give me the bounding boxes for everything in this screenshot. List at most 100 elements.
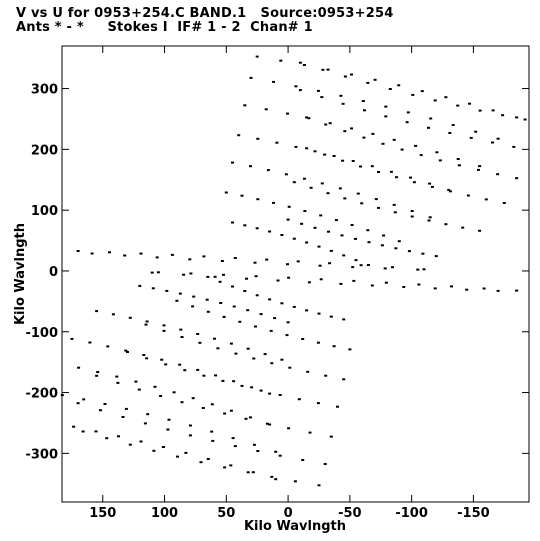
- x-tick-label: 100: [151, 506, 178, 521]
- uv-point: [384, 115, 388, 118]
- uv-point: [422, 268, 426, 271]
- uv-point: [421, 252, 425, 255]
- uv-point: [234, 352, 238, 355]
- uv-point: [402, 286, 406, 288]
- uv-point: [219, 302, 223, 304]
- uv-point: [351, 266, 355, 269]
- uv-point: [280, 358, 284, 361]
- uv-point: [361, 100, 365, 102]
- uv-point: [512, 145, 516, 148]
- uv-point: [393, 211, 397, 214]
- uv-point: [134, 380, 138, 383]
- uv-point: [280, 234, 284, 236]
- uv-point: [301, 338, 305, 340]
- uv-point: [196, 333, 200, 335]
- uv-point: [352, 279, 356, 282]
- uv-point: [465, 288, 469, 291]
- uv-point: [324, 374, 328, 377]
- uv-point: [206, 310, 210, 313]
- uv-point: [202, 255, 206, 258]
- uv-point: [317, 484, 321, 487]
- uv-point: [105, 437, 109, 440]
- uv-point: [350, 127, 353, 130]
- uv-point: [81, 430, 85, 433]
- uv-point: [76, 250, 80, 252]
- uv-point: [434, 255, 438, 258]
- uv-point: [278, 394, 282, 396]
- uv-point: [128, 443, 132, 446]
- uv-point: [255, 294, 259, 297]
- uv-point: [502, 202, 506, 204]
- uv-point: [371, 132, 375, 135]
- uv-point: [296, 260, 300, 263]
- uv-point: [366, 264, 370, 266]
- uv-point: [305, 309, 309, 312]
- uv-point: [430, 185, 434, 188]
- uv-point: [367, 241, 371, 244]
- uv-point: [417, 283, 421, 286]
- uv-point: [246, 471, 250, 474]
- uv-point: [175, 299, 179, 302]
- uv-point: [308, 431, 312, 434]
- uv-point: [292, 237, 296, 240]
- uv-point: [292, 305, 296, 308]
- uv-point: [254, 275, 258, 278]
- uv-point: [231, 161, 234, 164]
- uv-point: [237, 134, 241, 137]
- uv-point: [221, 379, 225, 382]
- uv-point: [287, 427, 291, 430]
- y-axis-label: Kilo Wavlngth: [13, 223, 28, 325]
- uv-point: [305, 116, 309, 119]
- uv-point: [244, 417, 248, 420]
- uv-point: [151, 287, 155, 290]
- uv-point: [121, 416, 125, 418]
- uv-point: [210, 403, 214, 406]
- uv-point: [182, 273, 186, 276]
- uv-point: [243, 290, 247, 292]
- uv-point: [409, 176, 412, 179]
- uv-point: [328, 122, 332, 125]
- uv-point: [313, 226, 317, 229]
- chart-title-line-2: Ants * - * Stokes I IF# 1 - 2 Chan# 1: [16, 20, 313, 35]
- uv-point: [478, 229, 482, 232]
- uv-point: [223, 412, 227, 415]
- uv-point: [285, 334, 289, 337]
- uv-point: [370, 165, 374, 168]
- uv-point: [213, 337, 216, 340]
- uv-point: [429, 117, 433, 120]
- uv-point: [268, 392, 272, 395]
- uv-point: [316, 341, 320, 344]
- uv-point: [342, 254, 346, 257]
- uv-point: [279, 59, 283, 62]
- uv-point: [263, 353, 267, 356]
- uv-point: [222, 315, 226, 318]
- y-tick-label: 100: [31, 204, 58, 219]
- uv-point: [178, 363, 182, 366]
- uv-point: [268, 423, 272, 426]
- uv-point: [108, 251, 111, 254]
- uv-point: [278, 454, 282, 457]
- x-tick-label: 50: [217, 506, 235, 521]
- uv-point: [286, 218, 290, 221]
- uv-point: [496, 173, 500, 176]
- uv-point: [435, 151, 439, 154]
- uv-point: [391, 266, 394, 269]
- uv-point: [456, 104, 460, 107]
- uv-point: [319, 278, 323, 281]
- uv-point: [329, 249, 333, 252]
- uv-point: [162, 329, 166, 332]
- uv-point: [400, 148, 404, 151]
- uv-point: [176, 455, 179, 458]
- uv-point: [341, 159, 345, 162]
- uv-point: [188, 258, 192, 261]
- y-tick-label: -200: [25, 387, 58, 402]
- uv-point: [468, 102, 471, 105]
- uv-point: [305, 147, 309, 150]
- uv-point: [214, 374, 218, 377]
- uv-point: [96, 371, 100, 373]
- uv-point: [336, 405, 339, 408]
- uv-point: [444, 96, 448, 99]
- uv-point: [309, 186, 313, 189]
- uv-point: [342, 378, 346, 381]
- uv-point: [515, 177, 519, 180]
